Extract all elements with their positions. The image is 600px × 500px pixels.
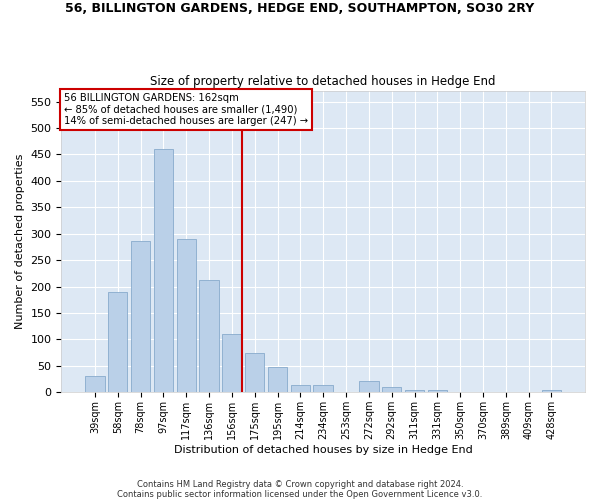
Bar	[245, 353, 265, 393]
Bar	[131, 240, 150, 392]
Title: Size of property relative to detached houses in Hedge End: Size of property relative to detached ho…	[151, 76, 496, 88]
Bar	[222, 334, 242, 392]
Bar	[359, 381, 379, 392]
Text: 56 BILLINGTON GARDENS: 162sqm
← 85% of detached houses are smaller (1,490)
14% o: 56 BILLINGTON GARDENS: 162sqm ← 85% of d…	[64, 92, 308, 126]
X-axis label: Distribution of detached houses by size in Hedge End: Distribution of detached houses by size …	[174, 445, 473, 455]
Bar	[199, 280, 219, 392]
Text: Contains HM Land Registry data © Crown copyright and database right 2024.
Contai: Contains HM Land Registry data © Crown c…	[118, 480, 482, 499]
Y-axis label: Number of detached properties: Number of detached properties	[15, 154, 25, 330]
Bar	[108, 292, 127, 392]
Bar	[542, 390, 561, 392]
Text: 56, BILLINGTON GARDENS, HEDGE END, SOUTHAMPTON, SO30 2RY: 56, BILLINGTON GARDENS, HEDGE END, SOUTH…	[65, 2, 535, 16]
Bar	[405, 390, 424, 392]
Bar	[428, 390, 447, 392]
Bar	[313, 386, 333, 392]
Bar	[154, 149, 173, 392]
Bar	[290, 386, 310, 392]
Bar	[382, 387, 401, 392]
Bar	[85, 376, 104, 392]
Bar	[176, 238, 196, 392]
Bar	[268, 368, 287, 392]
